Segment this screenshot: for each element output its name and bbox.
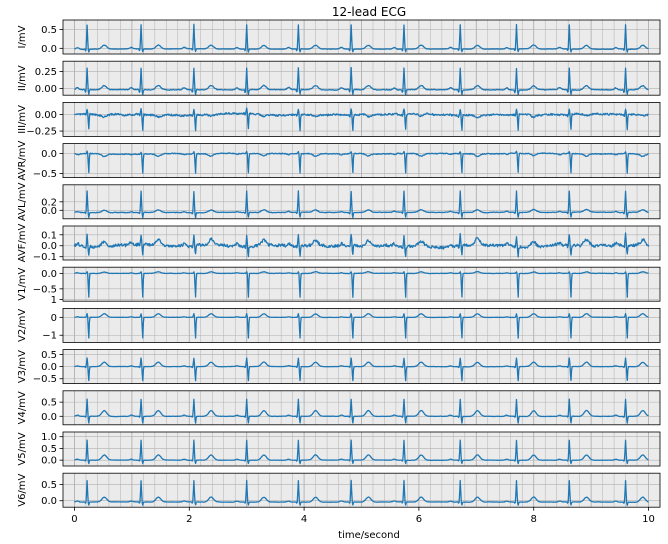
ecg-trace-v6 (74, 479, 649, 506)
panel-frame-i (62, 19, 661, 55)
x-tick-label: 6 (416, 514, 422, 525)
x-tick-label: 8 (531, 514, 537, 525)
y-tick-label-v5: 0.5 (41, 444, 57, 455)
panel-frame-avf (62, 225, 661, 261)
y-tick-label-v5: 0.0 (41, 456, 57, 467)
ecg-trace-ii (74, 66, 649, 96)
y-tick-label-v2: −1 (42, 331, 57, 342)
y-tick-label-v4: 0.0 (41, 412, 57, 423)
y-axis-label-v4: V4/mV (17, 391, 28, 424)
y-tick-label-avf: 0.1 (41, 230, 57, 241)
lead-panel-v1: 0.0 −0.5 V1/mV (17, 266, 661, 302)
lead-panel-avr: 0.0 −0.5 AVR/mV (17, 140, 661, 181)
y-axis-label-v2: V2/mV (17, 309, 28, 342)
y-axis-label-avr: AVR/mV (17, 140, 28, 180)
x-tick-label: 2 (186, 514, 192, 525)
y-tick-label-v4: 0.5 (41, 398, 57, 409)
panel-frame-avr (62, 143, 661, 179)
y-tick-label-avl: 0.0 (41, 206, 57, 217)
panel-frame-ii (62, 60, 661, 96)
x-tick-label: 0 (71, 514, 77, 525)
y-tick-label-iii: 0.00 (35, 110, 57, 121)
ecg-trace-v5 (74, 439, 649, 465)
y-tick-label-v1: −0.5 (33, 284, 57, 295)
lead-panel-avl: 0.00.2 AVL/mV (17, 182, 661, 221)
chart-title: 12-lead ECG (332, 5, 406, 19)
ecg-trace-v1 (74, 270, 649, 298)
y-tick-label-i: 0.5 (41, 25, 57, 36)
ecg-trace-avr (74, 150, 649, 174)
lead-panel-v4: 0.5 0.0 V4/mV (17, 390, 661, 426)
ecg-trace-iii (74, 107, 649, 132)
y-tick-label-ii: 0.25 (35, 67, 57, 78)
y-tick-label-v5: 1.0 (41, 432, 57, 443)
y-tick-label-v2: 1 (51, 295, 57, 306)
y-tick-label-v3: 0.5 (41, 350, 57, 361)
panel-frame-v2 (62, 307, 661, 343)
panel-frame-v4 (62, 390, 661, 426)
panel-frame-iii (62, 102, 661, 137)
y-axis-label-i: I/mV (17, 25, 28, 48)
y-axis-label-avl: AVL/mV (17, 182, 28, 221)
lead-panel-v5: 1.00.50.0 V5/mV (17, 431, 661, 467)
x-axis: 0 2 4 6 8 10 (71, 507, 655, 525)
ecg-trace-v3 (74, 357, 649, 382)
lead-panel-ii: 0.00 0.25 II/mV (17, 60, 661, 96)
y-tick-label-ii: 0.00 (35, 84, 57, 95)
y-axis-label-v1: V1/mV (17, 267, 28, 300)
y-tick-label-avr: −0.5 (33, 169, 57, 180)
y-tick-label-i: 0.0 (41, 44, 57, 55)
y-tick-label-v1: 0.0 (41, 269, 57, 280)
y-tick-label-v3: −0.5 (33, 374, 57, 385)
y-tick-label-avf: −0.1 (33, 252, 57, 263)
x-tick-label: 4 (301, 514, 307, 525)
lead-panel-avf: 0.10.0−0.1 AVF/mV (17, 223, 661, 263)
y-tick-label-v2: 0 (51, 313, 57, 324)
ecg-trace-avf (73, 232, 650, 258)
x-axis-label: time/second (338, 530, 400, 541)
ecg-trace-avl (74, 190, 649, 219)
y-axis-label-iii: III/mV (17, 105, 28, 134)
y-tick-label-avr: 0.0 (41, 149, 57, 160)
panel-frame-v5 (62, 431, 661, 467)
lead-panel-v2: 1 0 −1 V2/mV (17, 295, 661, 343)
y-tick-label-v3: 0.0 (41, 362, 57, 373)
lead-panel-v6: 0.5 0.0 V6/mV (17, 472, 661, 508)
y-tick-label-avl: 0.2 (41, 197, 57, 208)
lead-panel-i: 0.0 0.5 I/mV (17, 19, 661, 55)
y-axis-label-v5: V5/mV (17, 432, 28, 465)
y-axis-label-avf: AVF/mV (17, 223, 28, 262)
lead-panels: 0.00.5I/mV0.000.25II/mV0.00−0.25III/mV0.… (17, 19, 661, 508)
ecg-trace-v2 (74, 312, 649, 339)
y-axis-label-v6: V6/mV (17, 473, 28, 506)
y-tick-label-iii: −0.25 (26, 127, 57, 138)
y-tick-label-avf: 0.0 (41, 241, 57, 252)
y-axis-label-v3: V3/mV (17, 350, 28, 383)
panel-frame-v6 (62, 472, 661, 508)
ecg-trace-v4 (74, 398, 649, 424)
y-tick-label-v6: 0.5 (41, 480, 57, 491)
ecg-trace-i (74, 23, 649, 53)
x-tick-label: 10 (642, 514, 655, 525)
y-tick-label-v6: 0.0 (41, 496, 57, 507)
lead-panel-v3: 0.50.0−0.5 V3/mV (17, 349, 661, 385)
y-axis-label-ii: II/mV (17, 65, 28, 91)
panel-frame-v1 (62, 266, 661, 302)
